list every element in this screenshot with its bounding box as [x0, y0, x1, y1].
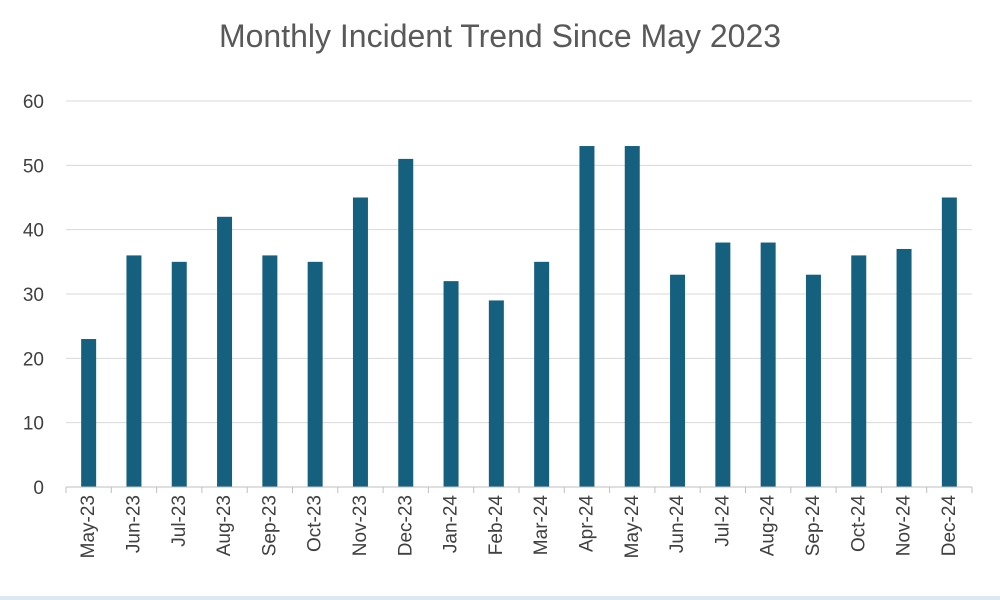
- x-tick-label: Oct-23: [305, 495, 326, 552]
- x-tick-label: Jul-23: [169, 495, 190, 547]
- bar-jan-24: [443, 281, 459, 487]
- y-tick-label: 10: [23, 414, 44, 435]
- bar-mar-24: [534, 261, 550, 487]
- chart-title: Monthly Incident Trend Since May 2023: [218, 18, 782, 54]
- x-tick-label: Jun-23: [123, 495, 144, 553]
- x-tick-label: Dec-24: [939, 495, 960, 557]
- gridlines: [66, 100, 972, 424]
- x-tick-label: Jul-24: [712, 495, 733, 547]
- bar-dec-24: [941, 197, 957, 487]
- y-tick-label: 40: [23, 221, 44, 242]
- bar-aug-23: [217, 216, 233, 488]
- y-tick-label: 60: [23, 92, 44, 113]
- bar-aug-24: [760, 242, 776, 487]
- x-tick-label: Apr-24: [576, 495, 597, 552]
- bar-apr-24: [579, 146, 595, 488]
- y-tick-label: 20: [23, 349, 44, 370]
- x-tick-label: Mar-24: [531, 495, 552, 556]
- x-tick-label: Aug-23: [214, 495, 235, 556]
- x-tick-label: May-23: [78, 495, 99, 558]
- x-tick-label: May-24: [622, 495, 643, 559]
- bar-nov-24: [896, 248, 912, 487]
- y-axis-tick-labels: 0 10 20 30 40 50 60: [23, 92, 44, 499]
- y-tick-label: 50: [23, 156, 44, 177]
- y-tick-label: 30: [23, 285, 44, 306]
- x-tick-label: Nov-23: [350, 495, 371, 556]
- x-tick-label: Sep-24: [803, 495, 824, 557]
- x-tick-label: Dec-23: [395, 495, 416, 556]
- x-axis: [65, 486, 973, 493]
- x-tick-label: Jun-24: [667, 495, 688, 554]
- bar-jul-23: [171, 261, 187, 487]
- bar-dec-23: [398, 158, 414, 487]
- bar-may-23: [81, 339, 97, 487]
- bar-nov-23: [352, 197, 368, 487]
- x-tick-label: Sep-23: [259, 495, 280, 556]
- x-tick-label: Aug-24: [758, 495, 779, 557]
- bar-oct-23: [307, 261, 323, 487]
- bars: [81, 146, 957, 488]
- bar-feb-24: [488, 300, 504, 487]
- x-tick-label: Jan-24: [441, 495, 462, 554]
- bar-jun-24: [670, 274, 686, 487]
- bottom-border: [0, 596, 1000, 600]
- bar-sep-23: [262, 255, 278, 487]
- x-tick-label: Nov-24: [894, 495, 915, 557]
- y-tick-label: 0: [33, 478, 44, 499]
- bar-jul-24: [715, 242, 731, 487]
- x-axis-tick-labels: May-23 Jun-23 Jul-23 Aug-23 Sep-23 Oct-23 Nov-…: [78, 495, 960, 559]
- bar-jun-23: [126, 255, 142, 487]
- x-tick-label: Oct-24: [848, 495, 869, 552]
- bar-oct-24: [851, 255, 867, 487]
- bar-may-24: [624, 146, 640, 488]
- x-tick-label: Feb-24: [486, 495, 507, 556]
- bar-sep-24: [805, 274, 821, 487]
